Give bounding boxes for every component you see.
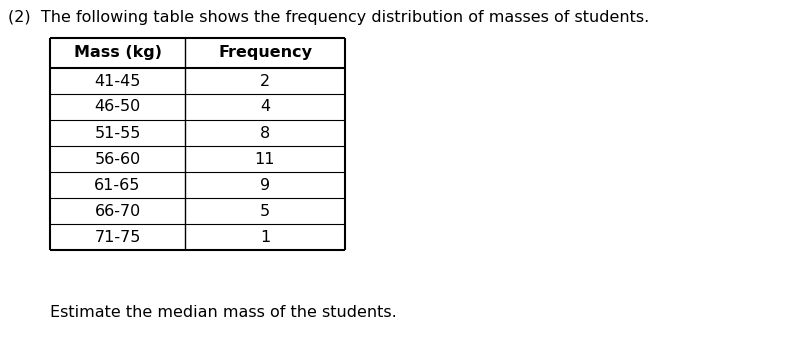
Text: 5: 5: [259, 204, 270, 219]
Text: 8: 8: [259, 125, 270, 140]
Text: Estimate the median mass of the students.: Estimate the median mass of the students…: [50, 305, 396, 320]
Text: 41-45: 41-45: [94, 74, 141, 89]
Text: 9: 9: [259, 178, 270, 193]
Text: 11: 11: [255, 151, 275, 166]
Text: 1: 1: [259, 229, 270, 244]
Text: 2: 2: [259, 74, 270, 89]
Text: 66-70: 66-70: [94, 204, 141, 219]
Text: 56-60: 56-60: [94, 151, 141, 166]
Text: 71-75: 71-75: [94, 229, 141, 244]
Text: 61-65: 61-65: [94, 178, 141, 193]
Text: 4: 4: [259, 100, 270, 115]
Text: Frequency: Frequency: [218, 45, 312, 60]
Text: 46-50: 46-50: [94, 100, 141, 115]
Text: Mass (kg): Mass (kg): [73, 45, 161, 60]
Text: 51-55: 51-55: [94, 125, 141, 140]
Text: (2)  The following table shows the frequency distribution of masses of students.: (2) The following table shows the freque…: [8, 10, 649, 25]
